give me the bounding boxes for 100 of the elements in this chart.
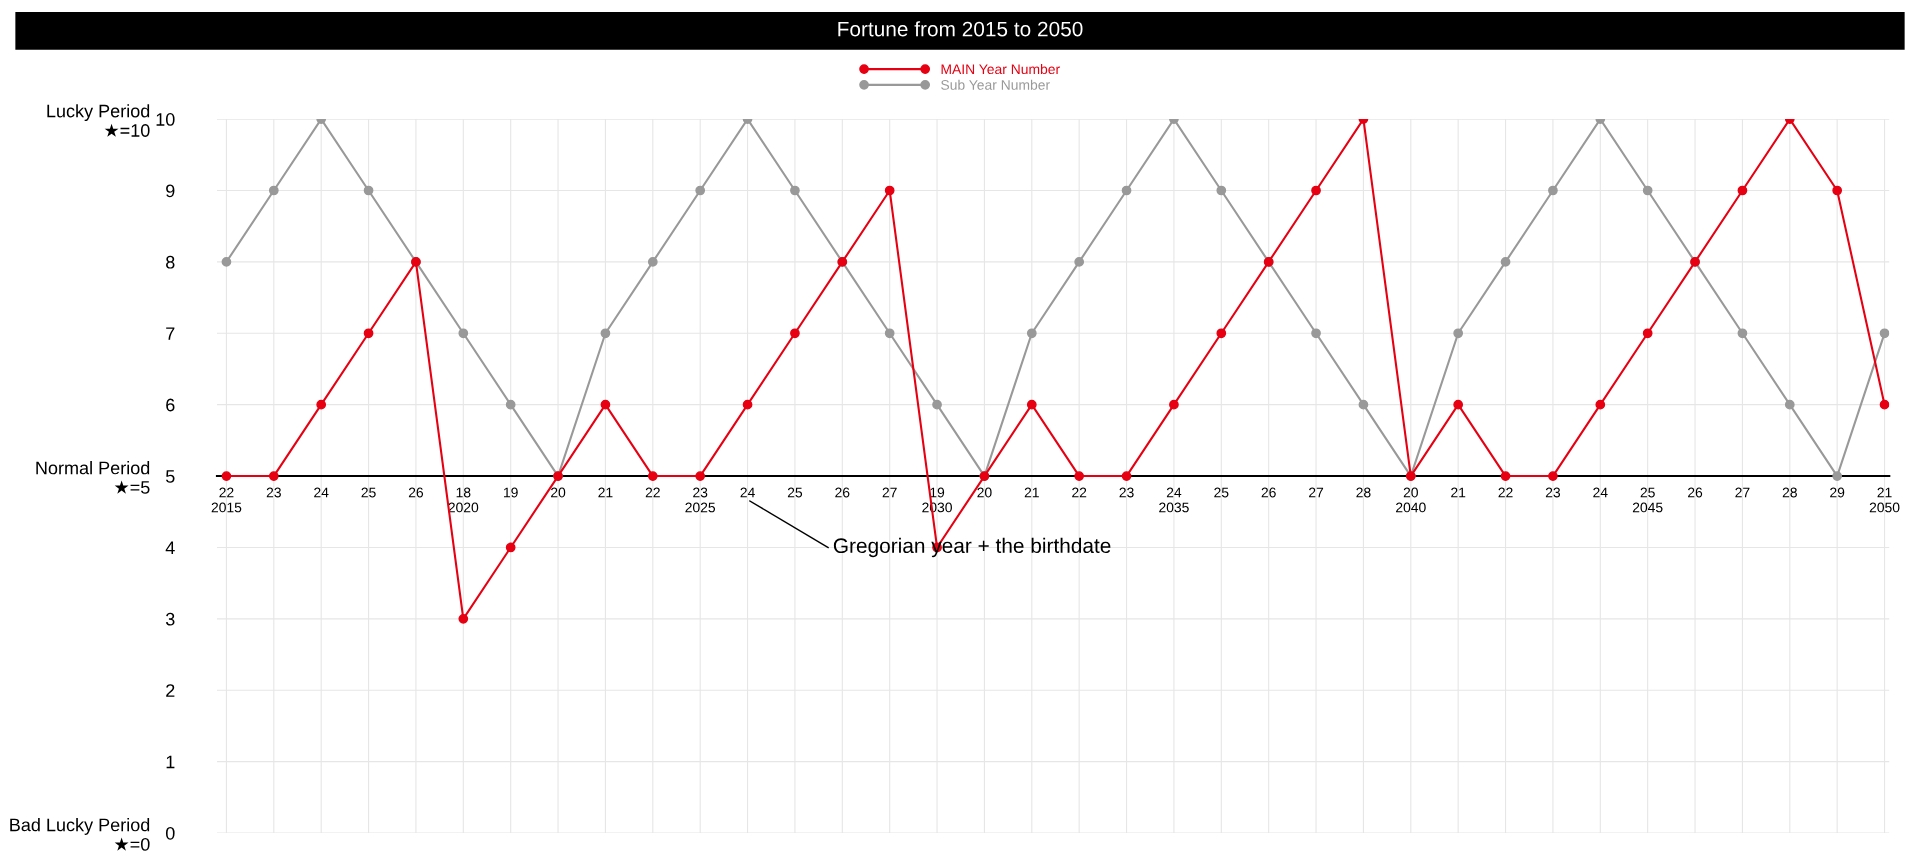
point	[221, 257, 232, 267]
y-tick-label: 6	[166, 398, 175, 412]
y-tick-label: 4	[165, 541, 175, 554]
x-tick-label: 28	[1782, 487, 1797, 498]
point	[1879, 328, 1890, 339]
x-tick-label: 26	[408, 487, 424, 498]
point	[316, 399, 327, 410]
point	[1548, 185, 1558, 196]
annotation: Gregorian year + the birthdate	[833, 537, 1111, 558]
point	[363, 185, 374, 196]
x-tick-label: 22 2015	[211, 487, 242, 513]
point	[647, 257, 658, 267]
point	[695, 471, 706, 481]
x-tick-label: 21 2050	[1869, 487, 1900, 513]
point	[790, 328, 800, 339]
y-tick-label: 1	[166, 755, 175, 769]
point	[268, 471, 279, 481]
point	[884, 185, 895, 196]
x-tick-label: 24	[314, 487, 329, 498]
y-tick-label: 5	[165, 470, 175, 483]
point	[742, 399, 753, 410]
point	[600, 328, 611, 339]
point	[1737, 328, 1748, 339]
point	[458, 328, 469, 339]
y-tick-label: 9	[166, 184, 175, 198]
y2-tick-label: Lucky Period ★=10	[47, 104, 150, 137]
point	[1642, 328, 1653, 339]
x-tick-label: 22	[645, 487, 660, 498]
x-tick-label: 25	[787, 487, 803, 498]
x-tick-label: 24	[740, 487, 755, 498]
point	[1879, 399, 1890, 410]
x-tick-label: 22	[1072, 487, 1087, 498]
point	[505, 399, 516, 410]
x-tick-label: 23	[266, 487, 281, 498]
y-tick-label: 3	[165, 612, 175, 626]
x-tick-label: 26	[835, 487, 850, 498]
point	[505, 542, 516, 553]
point	[790, 185, 800, 196]
x-tick-label: 27	[882, 487, 897, 498]
point	[600, 399, 611, 410]
point	[221, 471, 232, 481]
point	[1358, 399, 1369, 410]
point	[1216, 185, 1227, 196]
point	[1216, 328, 1227, 339]
point	[1074, 257, 1085, 267]
point	[1453, 399, 1464, 410]
x-tick-label: 28	[1356, 487, 1371, 498]
point	[1121, 185, 1132, 196]
point	[932, 399, 942, 410]
y-tick-label: 10	[156, 113, 175, 126]
x-tick-label: 24 2035	[1159, 487, 1189, 513]
x-tick-label: 25 2045	[1632, 487, 1663, 513]
point	[1169, 399, 1179, 410]
point	[1500, 257, 1511, 267]
x-tick-label: 25	[1214, 487, 1229, 498]
point	[1500, 471, 1511, 481]
x-tick-label: 26	[1261, 487, 1276, 498]
x-tick-label: 23 2025	[685, 487, 716, 513]
point	[1784, 399, 1795, 410]
x-tick-label: 23	[1119, 487, 1134, 498]
point	[884, 328, 895, 339]
x-tick-label: 21	[598, 487, 613, 498]
point	[1832, 185, 1843, 196]
y-tick-label: 8	[166, 255, 175, 269]
x-tick-label: 23	[1545, 487, 1561, 498]
point	[1737, 185, 1748, 196]
x-tick-label: 27	[1735, 487, 1750, 498]
point	[268, 185, 279, 196]
x-tick-label: 20 2040	[1396, 487, 1426, 513]
legend-label: MAIN Year Number	[941, 63, 1060, 75]
y-tick-label: 7	[166, 327, 175, 340]
point	[1311, 185, 1321, 196]
x-tick-label: 26	[1688, 487, 1703, 498]
x-tick-label: 29	[1830, 487, 1845, 498]
x-tick-label: 21	[1451, 487, 1466, 498]
point	[1121, 471, 1132, 481]
point	[647, 471, 658, 481]
point	[1642, 185, 1653, 196]
point	[1548, 471, 1558, 481]
point	[1026, 328, 1037, 339]
chart-title: Fortune from 2015 to 2050	[838, 21, 1083, 37]
y2-tick-label: Normal Period ★=5	[36, 461, 150, 494]
point	[1453, 328, 1464, 339]
x-tick-label: 27	[1309, 487, 1324, 498]
point	[1832, 471, 1843, 481]
point	[1074, 471, 1085, 481]
y-tick-label: 2	[166, 684, 175, 697]
x-tick-label: 19	[504, 487, 518, 498]
legend-label: Sub Year Number	[941, 79, 1050, 90]
x-tick-label: 21	[1024, 487, 1039, 498]
point	[1311, 328, 1321, 339]
point	[1026, 399, 1037, 410]
point	[458, 613, 469, 624]
x-tick-label: 20	[551, 487, 566, 498]
point	[695, 185, 706, 196]
x-tick-label: 20	[977, 487, 992, 498]
x-tick-label: 25	[361, 487, 376, 498]
x-tick-label: 24	[1593, 487, 1608, 498]
point	[1595, 399, 1606, 410]
y-tick-label: 0	[165, 826, 175, 840]
